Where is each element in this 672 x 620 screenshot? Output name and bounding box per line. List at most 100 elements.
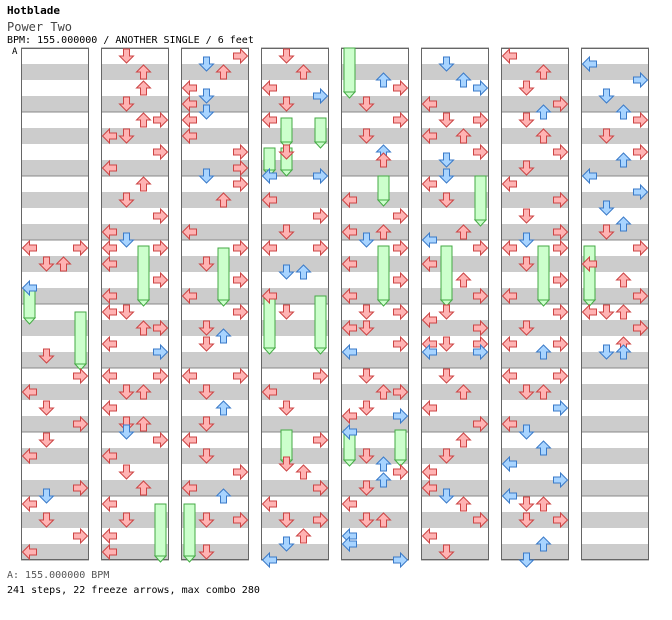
column-border [21,48,89,560]
right-arrow-icon [233,511,249,529]
beat-stripe [181,192,249,208]
right-arrow-icon [553,335,569,353]
left-arrow-icon [181,367,197,385]
up-arrow-icon [535,440,552,456]
beat-stripe [21,448,89,464]
left-arrow-icon [21,279,37,297]
right-arrow-icon [313,367,329,385]
down-arrow-icon [38,512,55,528]
left-arrow-icon [261,191,277,209]
up-arrow-icon [535,384,552,400]
down-arrow-icon [518,496,535,512]
right-arrow-icon [313,479,329,497]
freeze-arrow [263,147,276,171]
beat-stripe [101,416,169,432]
beat-stripe [101,512,169,528]
beat-stripe [581,544,649,560]
beat-stripe [21,96,89,112]
beat-stripe [501,256,569,272]
down-arrow-icon [198,88,215,104]
down-arrow-icon [118,464,135,480]
down-arrow-icon [118,512,135,528]
freeze-tail [73,363,88,371]
left-arrow-icon [421,231,437,249]
beat-stripe [261,288,329,304]
left-arrow-icon [181,111,197,129]
left-arrow-icon [101,367,117,385]
beat-stripe [501,128,569,144]
left-arrow-icon [101,255,117,273]
beat-stripe [181,288,249,304]
freeze-arrow [537,245,550,301]
up-arrow-icon [455,384,472,400]
freeze-arrow [154,503,167,557]
beat-stripe [21,320,89,336]
beat-stripe [261,512,329,528]
up-arrow-icon [215,488,232,504]
down-arrow-icon [278,48,295,64]
down-arrow-icon [358,304,375,320]
down-arrow-icon [198,416,215,432]
beat-stripe [341,128,409,144]
left-arrow-icon [261,383,277,401]
right-arrow-icon [313,167,329,185]
freeze-arrow [440,245,453,301]
down-arrow-icon [118,192,135,208]
left-arrow-icon [581,167,597,185]
beat-stripe [421,480,489,496]
freeze-arrow [74,311,87,365]
beat-stripe [181,384,249,400]
up-arrow-icon [535,344,552,360]
beat-stripe [101,224,169,240]
beat-stripe [421,160,489,176]
left-arrow-icon [501,487,517,505]
down-arrow-icon [438,544,455,560]
right-arrow-icon [393,207,409,225]
beat-stripe [581,384,649,400]
left-arrow-icon [101,127,117,145]
left-arrow-icon [501,239,517,257]
right-arrow-icon [393,271,409,289]
left-arrow-icon [501,415,517,433]
up-arrow-icon [135,416,152,432]
right-arrow-icon [473,287,489,305]
up-arrow-icon [615,304,632,320]
down-arrow-icon [278,512,295,528]
beat-stripe [421,448,489,464]
left-arrow-icon [181,223,197,241]
left-arrow-icon [181,95,197,113]
up-arrow-icon [615,152,632,168]
down-arrow-icon [598,200,615,216]
up-arrow-icon [455,432,472,448]
left-arrow-icon [501,47,517,65]
down-arrow-icon [198,384,215,400]
down-arrow-icon [438,488,455,504]
step-stats: 241 steps, 22 freeze arrows, max combo 2… [7,585,260,596]
right-arrow-icon [393,335,409,353]
right-arrow-icon [153,319,169,337]
right-arrow-icon [153,239,169,257]
left-arrow-icon [421,255,437,273]
right-arrow-icon [553,399,569,417]
beat-stripe [101,544,169,560]
beat-stripe [581,224,649,240]
right-arrow-icon [633,143,649,161]
up-arrow-icon [135,112,152,128]
beat-stripe [21,224,89,240]
beat-stripe [181,448,249,464]
chart-info: BPM: 155.000000 / ANOTHER SINGLE / 6 fee… [7,35,254,46]
up-arrow-icon [295,264,312,280]
up-arrow-icon [535,104,552,120]
freeze-tail [22,317,37,325]
beat-stripe [261,128,329,144]
up-arrow-icon [215,328,232,344]
beat-stripe [421,128,489,144]
up-arrow-icon [135,176,152,192]
right-arrow-icon [473,415,489,433]
down-arrow-icon [438,152,455,168]
down-arrow-icon [198,104,215,120]
beat-stripe [21,64,89,80]
song-title: Hotblade [7,4,60,17]
left-arrow-icon [341,223,357,241]
freeze-arrow [280,429,293,461]
